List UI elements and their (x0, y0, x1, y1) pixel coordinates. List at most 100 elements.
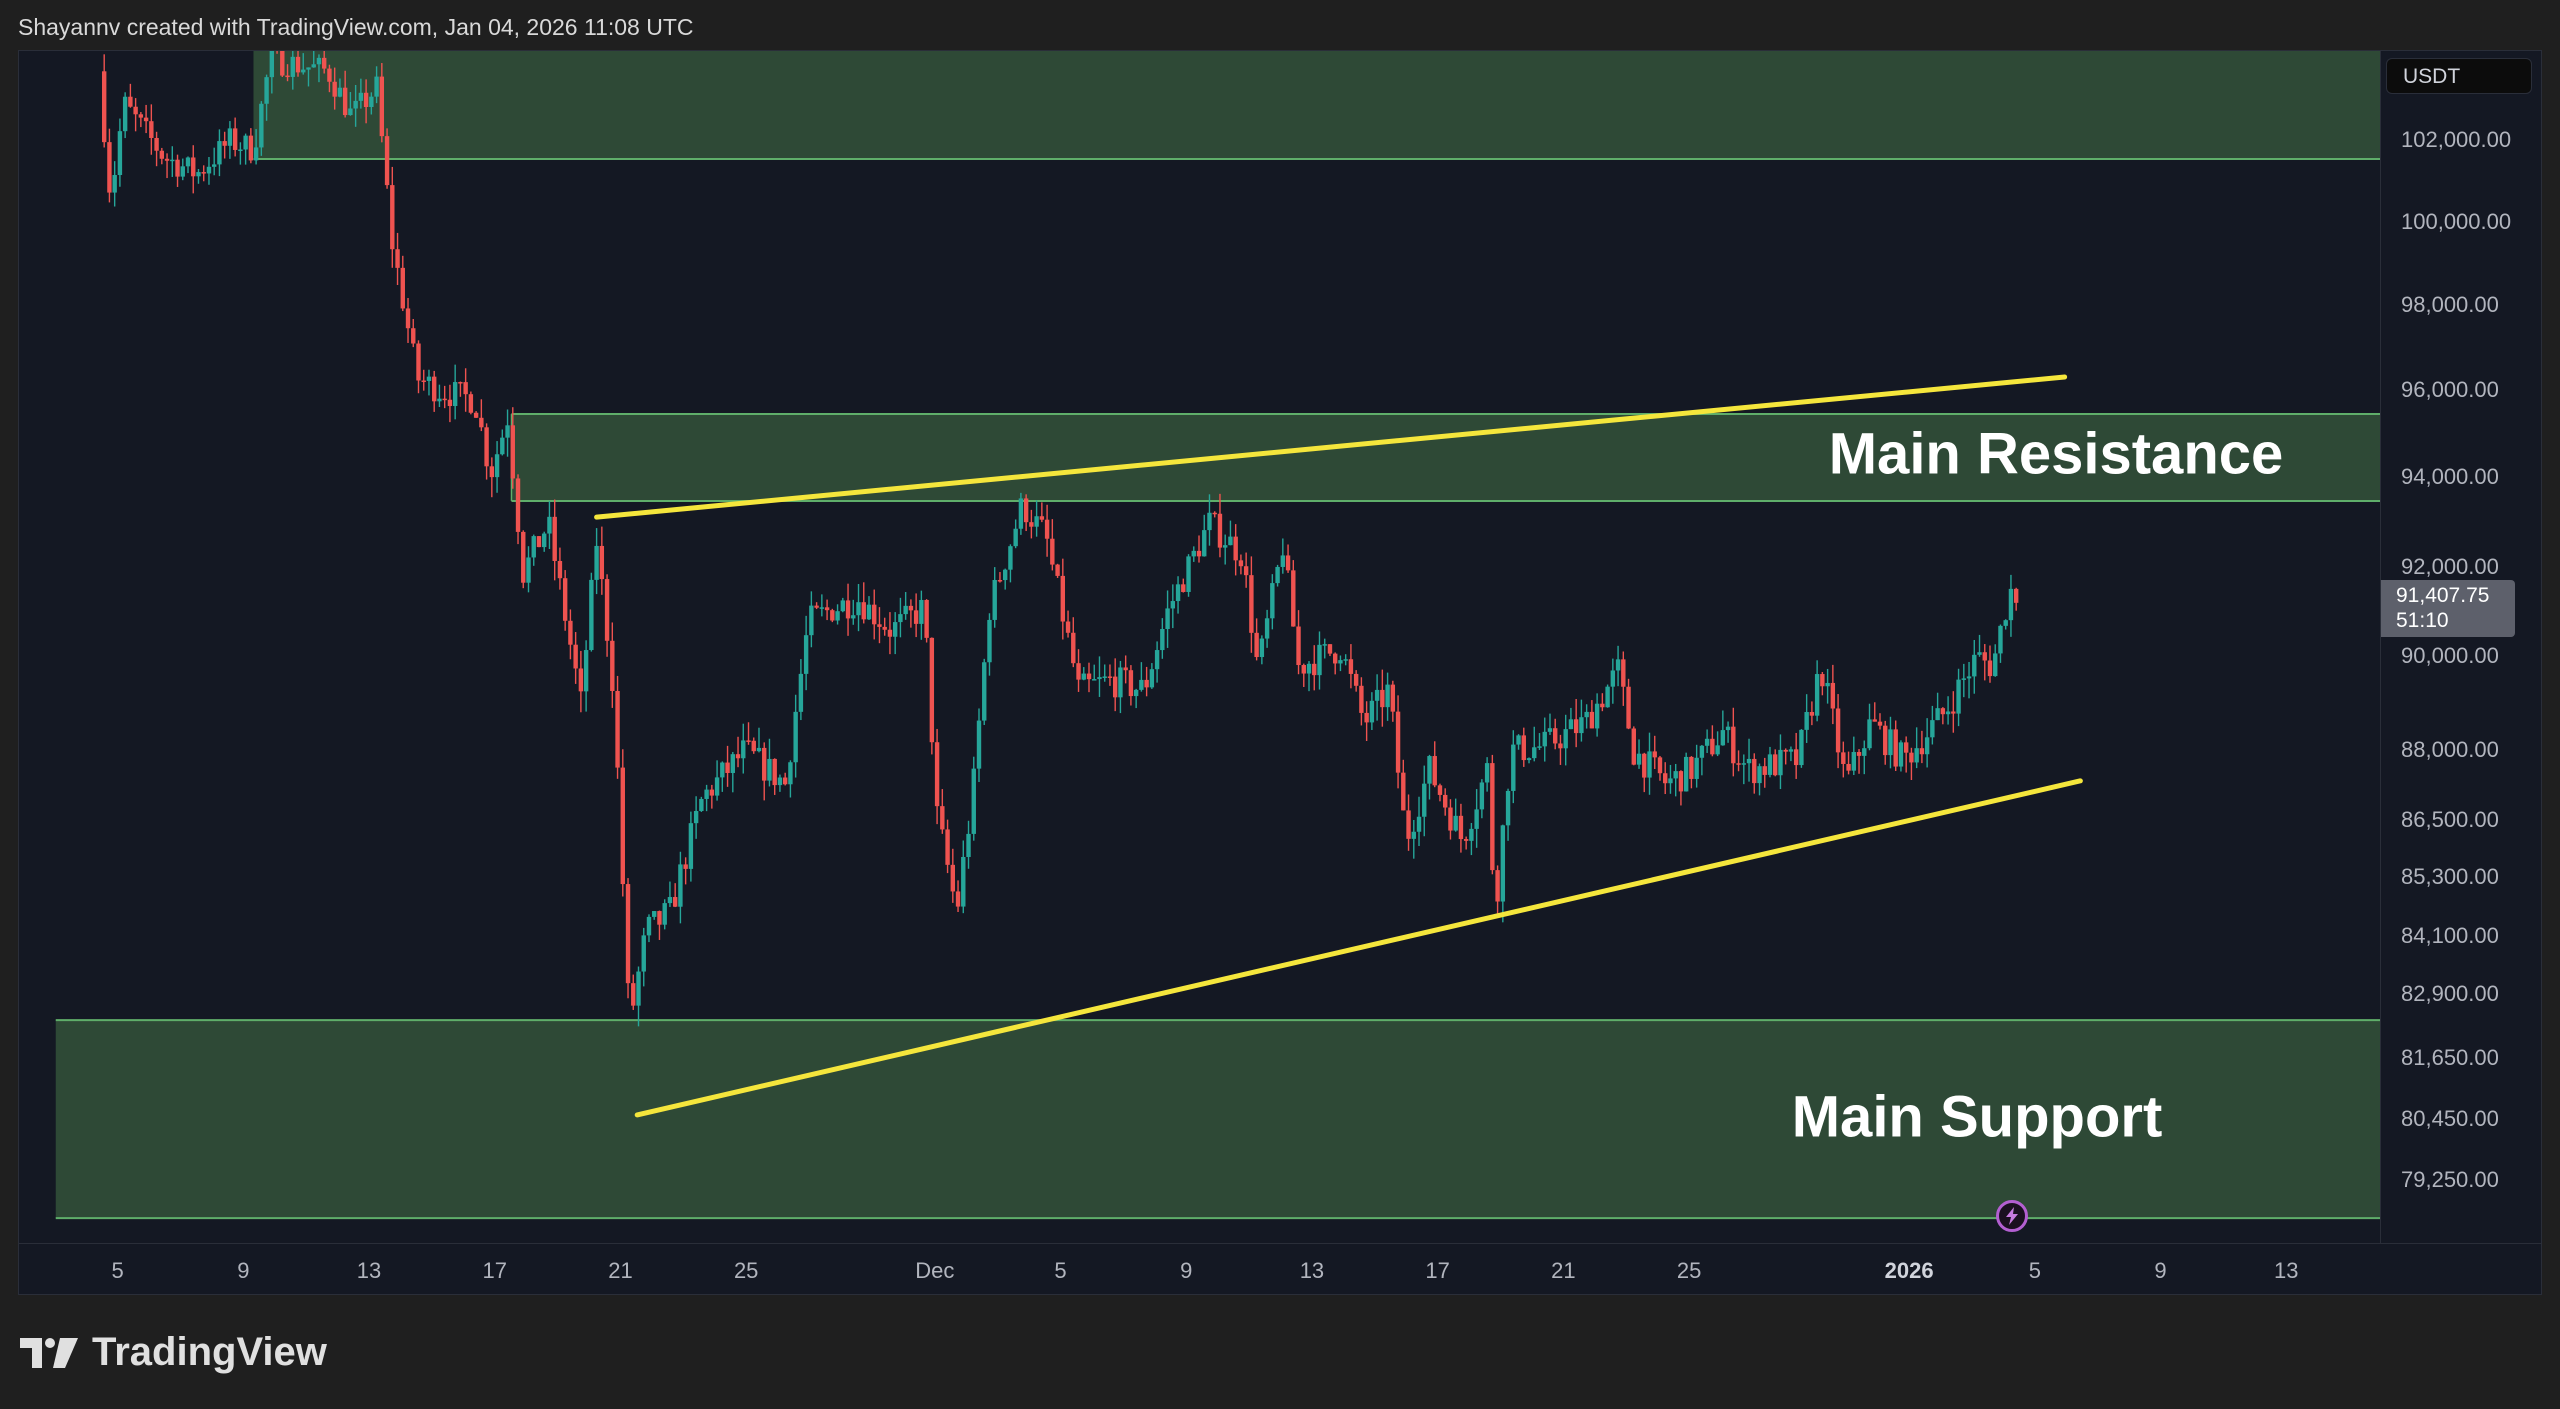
candle-up (646, 916, 652, 936)
candle-up (1725, 726, 1731, 731)
candle-up (1683, 756, 1689, 792)
tradingview-logo[interactable]: TradingView (20, 1330, 327, 1375)
candle-up (851, 615, 856, 619)
candle-down (746, 740, 751, 742)
candle-down (1432, 756, 1437, 786)
candle-down (1044, 519, 1050, 539)
candle-down (1652, 751, 1657, 758)
candle-up (316, 57, 322, 65)
chart-attribution: Shayannv created with TradingView.com, J… (18, 14, 694, 40)
candle-down (1736, 763, 1741, 765)
candle-down (1023, 498, 1029, 523)
candle-up (1804, 712, 1809, 730)
candle-up (1411, 831, 1416, 839)
price-plot[interactable] (19, 51, 2381, 1243)
time-tick-label: 21 (608, 1258, 633, 1283)
candle-down (416, 343, 421, 381)
candle-up (1149, 669, 1155, 688)
candle-down (1029, 522, 1034, 527)
currency-selector[interactable]: USDT (2386, 58, 2532, 94)
candle-up (290, 56, 295, 77)
candle-down (295, 56, 301, 73)
candle-down (1112, 676, 1118, 698)
candle-down (882, 626, 887, 630)
candle-up (1704, 738, 1710, 746)
candle-down (709, 789, 715, 796)
candle-up (1422, 783, 1427, 817)
candle-up (1930, 720, 1935, 738)
candle-up (1479, 782, 1485, 810)
candle-down (861, 602, 866, 620)
candle-up (1668, 778, 1673, 784)
candle-up (1102, 676, 1107, 678)
candle-up (1369, 700, 1375, 723)
candle-down (1055, 564, 1060, 576)
time-tick-label: 17 (482, 1258, 507, 1283)
candle-up (966, 833, 971, 857)
candle-up (1280, 555, 1286, 567)
candle-up (1526, 758, 1532, 761)
candle-up (976, 720, 982, 769)
candle-down (1395, 711, 1401, 773)
candle-down (432, 376, 437, 402)
time-tick-label: 13 (356, 1258, 382, 1283)
candle-down (751, 740, 756, 752)
candle-up (1270, 583, 1275, 619)
candle-down (1631, 728, 1636, 765)
candle-up (1767, 754, 1773, 775)
price-tick-label: 96,000.00 (2401, 377, 2499, 402)
candle-up (1998, 625, 2003, 654)
candle-up (1385, 684, 1390, 708)
candle-down (578, 668, 584, 692)
price-axis[interactable]: 102,000.00 100,000.00 98,000.00 96,000.00 94… (2380, 50, 2542, 1243)
candle-down (631, 983, 636, 1006)
candle-down (442, 398, 447, 401)
candle-up (1746, 758, 1752, 764)
candle-up (730, 754, 735, 774)
current-price-label: 91,407.75 51:10 (2381, 580, 2515, 637)
chart-pane[interactable] (18, 50, 2542, 1295)
candle-up (1264, 618, 1270, 639)
candle-up (1186, 556, 1191, 592)
candle-down (1039, 516, 1045, 520)
candle-down (405, 308, 411, 329)
candle-down (128, 96, 133, 107)
candle-down (1291, 570, 1296, 627)
price-tick-label: 79,250.00 (2401, 1167, 2499, 1192)
price-tick-label: 98,000.00 (2401, 292, 2499, 317)
time-axis[interactable]: 5 9 13 17 21 25 Dec 5 9 13 17 21 25 2026 5 9 13 (18, 1243, 2542, 1295)
candle-up (1191, 550, 1196, 557)
candle-down (1463, 839, 1469, 841)
candle-down (395, 249, 400, 268)
candle-down (1951, 711, 1956, 714)
candle-down (473, 412, 479, 418)
candle-up (720, 762, 725, 778)
candle-down (133, 106, 138, 115)
candle-up (693, 811, 699, 824)
candle-up (211, 164, 217, 167)
candle-up (1945, 711, 1951, 715)
candle-up (809, 605, 814, 636)
candle-down (1107, 676, 1113, 678)
candle-up (1202, 530, 1207, 557)
candle-up (1647, 751, 1652, 778)
candle-down (515, 478, 521, 532)
candle-up (1961, 678, 1967, 680)
candle-up (1154, 650, 1160, 670)
lightning-bolt-icon[interactable] (1996, 1200, 2028, 1232)
candle-down (1123, 667, 1128, 671)
candle-down (1301, 665, 1306, 674)
candle-down (872, 604, 877, 625)
candle-up (1118, 667, 1123, 698)
candle-up (652, 911, 657, 917)
candle-up (1799, 729, 1804, 766)
candle-down (521, 531, 526, 583)
candle-up (185, 157, 191, 167)
candle-up (180, 166, 185, 177)
candle-down (824, 607, 830, 611)
candle-up (531, 536, 536, 558)
candle-up (1207, 512, 1212, 531)
candle-up (971, 768, 976, 834)
candle-down (1285, 555, 1291, 571)
candle-down (1877, 721, 1883, 726)
